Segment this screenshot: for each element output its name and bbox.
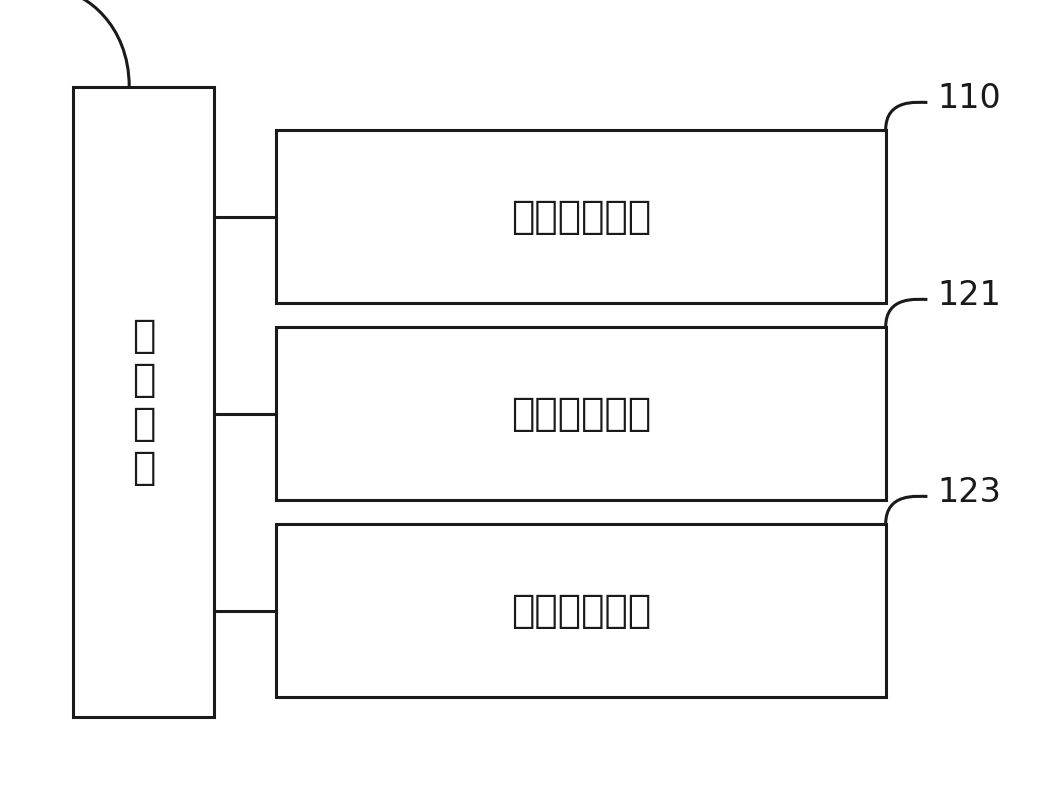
Bar <box>276 327 886 500</box>
Text: 121: 121 <box>938 279 1001 312</box>
Text: 110: 110 <box>938 82 1001 115</box>
Bar <box>276 524 886 697</box>
Text: 第一开关单元: 第一开关单元 <box>511 198 651 236</box>
Text: 123: 123 <box>938 476 1001 509</box>
Bar <box>73 87 214 717</box>
Bar <box>276 130 886 303</box>
Text: 第二开关器件: 第二开关器件 <box>511 592 651 630</box>
Text: 控
制
单
元: 控 制 单 元 <box>131 317 155 487</box>
Text: 第一开关器件: 第一开关器件 <box>511 395 651 433</box>
